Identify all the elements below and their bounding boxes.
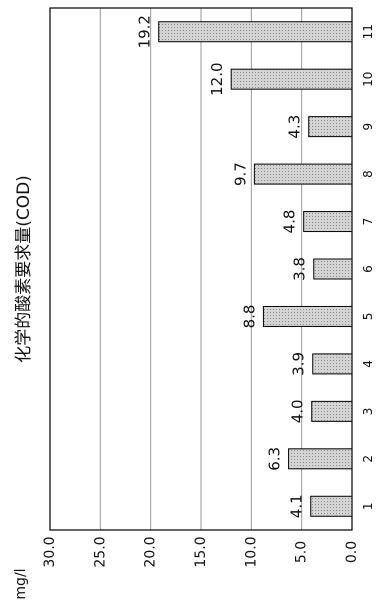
- chart-title: 化学的酸素要求量(COD): [14, 175, 34, 363]
- category-label-2: 2: [361, 455, 375, 463]
- category-label-4: 4: [361, 360, 375, 368]
- value-tick-label: 25.0: [92, 536, 108, 567]
- value-label-11: 19.2: [136, 15, 154, 48]
- category-label-7: 7: [361, 218, 375, 226]
- bar-4: [312, 353, 353, 375]
- category-label-11: 11: [361, 24, 375, 39]
- value-ticks: 0.0 5.0 10.0 15.0 20.0 25.0 30.0: [42, 536, 360, 567]
- value-labels: 4.1 6.3 4.0 3.9 8.8 3.8 4.8 9.7 4.3 12.0 19.2: [136, 15, 309, 518]
- category-label-1: 1: [361, 502, 375, 510]
- value-label-9: 4.3: [286, 115, 304, 139]
- category-ticks: 1 2 3 4 5 6 7 8 9 10 11: [361, 24, 375, 510]
- bar-2: [288, 448, 353, 470]
- value-label-4: 3.9: [290, 352, 308, 376]
- bar-7: [303, 211, 353, 233]
- category-label-6: 6: [361, 265, 375, 273]
- value-label-10: 12.0: [208, 62, 226, 95]
- category-label-8: 8: [361, 170, 375, 178]
- bar-9: [308, 116, 353, 138]
- grid-lines: [99, 8, 303, 530]
- value-tick-label: 5.0: [294, 541, 310, 563]
- category-label-10: 10: [361, 72, 375, 87]
- value-tick-label: 30.0: [42, 536, 58, 567]
- bar-10: [230, 68, 353, 90]
- bar-1: [310, 495, 353, 517]
- value-label-3: 4.0: [289, 399, 307, 423]
- bar-3: [311, 400, 353, 422]
- value-tick-label: 15.0: [193, 536, 209, 567]
- bar-6: [313, 258, 353, 280]
- value-label-6: 3.8: [291, 257, 309, 281]
- unit-label: mg/l: [13, 568, 29, 599]
- value-label-5: 8.8: [240, 305, 258, 329]
- value-label-8: 9.7: [231, 162, 249, 186]
- bar-8: [253, 163, 353, 185]
- bars: [158, 21, 353, 517]
- category-label-3: 3: [361, 408, 375, 416]
- category-label-5: 5: [361, 313, 375, 321]
- value-label-2: 6.3: [266, 447, 284, 471]
- bar-11: [158, 21, 353, 43]
- value-tick-label: 20.0: [143, 536, 159, 567]
- value-label-7: 4.8: [281, 210, 299, 234]
- value-tick-label: 10.0: [243, 536, 259, 567]
- value-label-1: 4.1: [288, 494, 306, 518]
- category-label-9: 9: [361, 123, 375, 131]
- value-tick-label: 0.0: [344, 541, 360, 563]
- bar-5: [262, 305, 353, 327]
